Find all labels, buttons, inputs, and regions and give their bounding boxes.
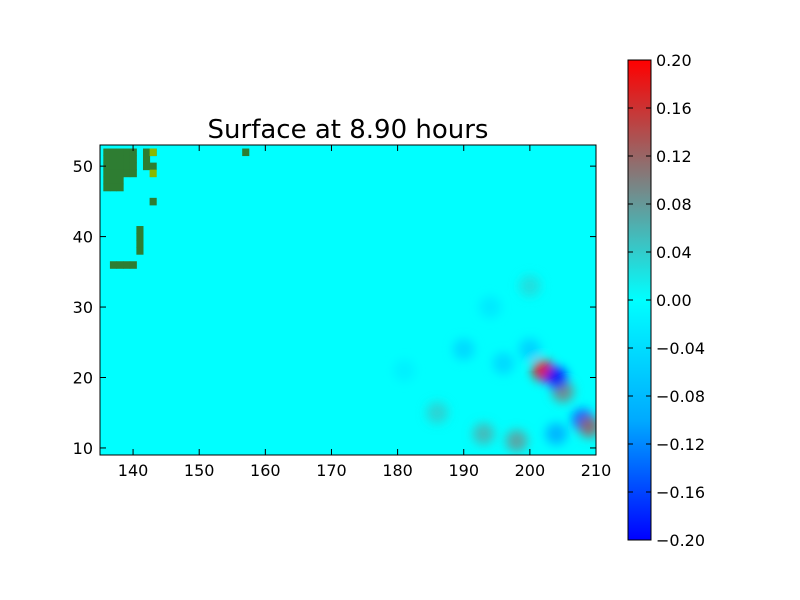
land-layer bbox=[103, 148, 250, 269]
land-cell bbox=[103, 148, 111, 157]
x-tick-label: 200 bbox=[515, 461, 546, 480]
colorbar-tick-label: 0.16 bbox=[656, 99, 692, 118]
colorbar-tick-label: −0.04 bbox=[656, 339, 705, 358]
anomaly-blob bbox=[492, 352, 515, 375]
colorbar-tick-label: −0.08 bbox=[656, 387, 705, 406]
land-cell bbox=[109, 176, 118, 185]
colorbar-tick-label: 0.12 bbox=[656, 147, 692, 166]
anomaly-blob bbox=[393, 359, 416, 382]
anomaly-blob bbox=[545, 422, 568, 445]
x-tick-label: 190 bbox=[448, 461, 479, 480]
y-axis: 10 20 30 40 50 bbox=[73, 157, 596, 458]
colorbar-tick-label: 0.20 bbox=[656, 51, 692, 70]
land-cell bbox=[136, 233, 144, 241]
land-cell bbox=[142, 155, 151, 164]
land-cell bbox=[109, 155, 118, 164]
land-cell bbox=[136, 226, 144, 234]
land-cell bbox=[103, 162, 111, 171]
land-cell bbox=[109, 183, 118, 192]
land-cell bbox=[129, 162, 137, 171]
land-cell bbox=[116, 176, 124, 185]
land-cell-highlight bbox=[149, 148, 157, 157]
land-cell bbox=[116, 155, 124, 164]
x-tick-label: 170 bbox=[316, 461, 347, 480]
x-tick-label: 150 bbox=[184, 461, 215, 480]
plot-area bbox=[99, 144, 597, 456]
y-tick-label: 20 bbox=[73, 369, 93, 388]
land-cell bbox=[149, 162, 157, 171]
anomaly-blob bbox=[518, 338, 541, 361]
x-tick-label: 180 bbox=[382, 461, 413, 480]
land-cell bbox=[129, 155, 137, 164]
land-cell bbox=[142, 148, 151, 157]
colorbar-ticks: 0.20 0.16 0.12 0.08 0.04 0.00 −0.04 −0.08 −0.12 −… bbox=[628, 51, 705, 550]
anomaly-blob bbox=[578, 415, 596, 438]
land-cell bbox=[123, 162, 131, 171]
y-tick-label: 10 bbox=[73, 439, 93, 458]
land-cell bbox=[116, 261, 124, 269]
land-cell bbox=[109, 261, 118, 269]
land-cell bbox=[123, 155, 131, 164]
colorbar-tick-label: −0.20 bbox=[656, 531, 705, 550]
colorbar-tick-label: −0.16 bbox=[656, 483, 705, 502]
colorbar: 0.20 0.16 0.12 0.08 0.04 0.00 −0.04 −0.08 −0.12 −… bbox=[627, 51, 705, 550]
land-cell bbox=[116, 148, 124, 157]
anomaly-blob bbox=[472, 422, 495, 445]
land-cell bbox=[149, 197, 157, 206]
colorbar-tick-label: 0.08 bbox=[656, 195, 692, 214]
land-cell bbox=[136, 247, 144, 255]
land-cell bbox=[129, 148, 137, 157]
land-cell bbox=[123, 169, 131, 178]
x-axis: 140 150 160 170 180 190 200 210 bbox=[118, 145, 611, 480]
land-cell bbox=[142, 162, 151, 171]
land-cell bbox=[123, 148, 131, 157]
x-tick-label: 210 bbox=[581, 461, 612, 480]
plot-background bbox=[100, 145, 596, 455]
chart-title: Surface at 8.90 hours bbox=[208, 115, 489, 145]
plot-frame bbox=[99, 144, 597, 456]
land-cell bbox=[116, 169, 124, 178]
land-cell bbox=[136, 240, 144, 248]
y-tick-label: 50 bbox=[73, 157, 93, 176]
land-cell bbox=[123, 261, 131, 269]
anomaly-blob bbox=[452, 338, 475, 361]
land-cell bbox=[109, 169, 118, 178]
anomaly-layer bbox=[393, 274, 596, 452]
land-cell bbox=[109, 148, 118, 157]
y-tick-label: 40 bbox=[73, 228, 93, 247]
land-cell bbox=[116, 183, 124, 192]
x-tick-label: 160 bbox=[250, 461, 281, 480]
land-cell bbox=[103, 155, 111, 164]
colorbar-tick-label: 0.04 bbox=[656, 243, 692, 262]
land-cell bbox=[129, 169, 137, 178]
colorbar-tick-label: 0.00 bbox=[656, 291, 692, 310]
anomaly-blob bbox=[545, 366, 568, 389]
x-tick-label: 140 bbox=[118, 461, 149, 480]
land-cell bbox=[103, 183, 111, 192]
land-cell bbox=[109, 162, 118, 171]
y-tick-label: 30 bbox=[73, 298, 93, 317]
land-cell bbox=[242, 148, 250, 157]
land-cell bbox=[103, 169, 111, 178]
anomaly-blob bbox=[505, 429, 528, 452]
anomaly-blob bbox=[479, 296, 502, 319]
anomaly-blob bbox=[518, 274, 541, 297]
land-cell bbox=[129, 261, 137, 269]
anomaly-blob bbox=[426, 401, 449, 424]
colorbar-tick-label: −0.12 bbox=[656, 435, 705, 454]
land-cell-highlight bbox=[149, 169, 157, 178]
land-cell bbox=[116, 162, 124, 171]
land-cell bbox=[103, 176, 111, 185]
